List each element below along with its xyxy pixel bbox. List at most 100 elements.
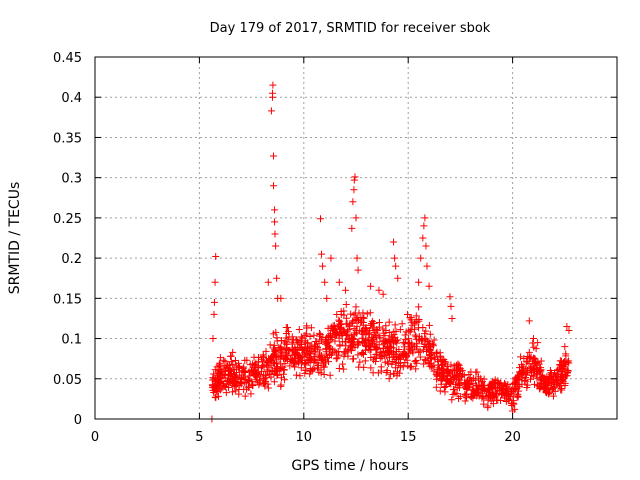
data-point	[372, 358, 380, 366]
data-point	[430, 336, 438, 344]
data-point	[550, 392, 558, 400]
data-point	[470, 391, 478, 399]
data-point	[352, 214, 360, 222]
data-point	[272, 242, 280, 250]
data-point	[557, 377, 565, 385]
data-point	[282, 338, 290, 346]
data-point	[478, 378, 486, 386]
data-point	[425, 321, 433, 329]
data-point	[553, 372, 561, 380]
data-point	[467, 392, 475, 400]
y-tick-label: 0.2	[61, 252, 82, 267]
data-point	[271, 230, 279, 238]
data-point	[537, 357, 545, 365]
data-point	[306, 332, 314, 340]
data-point	[347, 310, 355, 318]
data-point	[225, 367, 233, 375]
data-point	[547, 369, 555, 377]
x-axis-label: GPS time / hours	[291, 458, 408, 474]
data-point	[324, 324, 332, 332]
data-point	[377, 348, 385, 356]
data-point	[266, 341, 274, 349]
data-point	[221, 357, 229, 365]
data-point	[422, 327, 430, 335]
data-point	[210, 298, 218, 306]
data-point	[530, 343, 538, 351]
data-point	[461, 397, 469, 405]
data-point	[291, 351, 299, 359]
data-point	[391, 321, 399, 329]
data-point	[264, 368, 272, 376]
data-point	[429, 342, 437, 350]
x-tick-label: 20	[504, 430, 521, 445]
data-point	[364, 336, 372, 344]
data-point	[270, 152, 278, 160]
data-point	[500, 392, 508, 400]
data-point	[561, 361, 569, 369]
data-point	[348, 224, 356, 232]
data-point	[231, 372, 239, 380]
y-tick-label: 0.45	[53, 51, 82, 66]
data-point	[530, 380, 538, 388]
data-point	[394, 274, 402, 282]
data-point	[340, 365, 348, 373]
data-point	[485, 392, 493, 400]
data-point	[358, 349, 366, 357]
data-point	[439, 373, 447, 381]
data-point	[362, 342, 370, 350]
data-point	[489, 377, 497, 385]
data-point	[280, 376, 288, 384]
data-point	[433, 371, 441, 379]
data-point	[242, 378, 250, 386]
data-point	[475, 376, 483, 384]
data-point	[212, 253, 220, 261]
data-point	[335, 278, 343, 286]
data-point	[461, 390, 469, 398]
data-point	[415, 278, 423, 286]
data-point	[530, 354, 538, 362]
data-point	[257, 367, 265, 375]
data-point	[281, 360, 289, 368]
data-point	[302, 330, 310, 338]
data-point	[226, 367, 234, 375]
data-point	[223, 377, 231, 385]
data-point	[447, 361, 455, 369]
data-point	[367, 282, 375, 290]
data-point	[541, 385, 549, 393]
data-point	[303, 322, 311, 330]
data-point	[463, 386, 471, 394]
data-point	[562, 352, 570, 360]
data-point	[361, 357, 369, 365]
data-point	[336, 329, 344, 337]
data-point	[370, 326, 378, 334]
plot-frame	[94, 56, 618, 420]
data-point	[529, 335, 537, 343]
data-point	[303, 351, 311, 359]
data-point	[436, 349, 444, 357]
data-point	[243, 356, 251, 364]
data-point	[442, 382, 450, 390]
data-point	[407, 362, 415, 370]
data-point	[273, 334, 281, 342]
data-point	[473, 385, 481, 393]
data-point	[384, 360, 392, 368]
data-point	[280, 354, 288, 362]
data-point	[398, 320, 406, 328]
data-point	[420, 222, 428, 230]
data-point	[351, 173, 359, 181]
data-point	[432, 383, 440, 391]
data-point	[415, 348, 423, 356]
data-point	[319, 262, 327, 270]
data-point	[458, 367, 466, 375]
data-point	[373, 345, 381, 353]
data-point	[521, 373, 529, 381]
data-point	[343, 330, 351, 338]
data-point	[218, 374, 226, 382]
data-point	[488, 391, 496, 399]
data-point	[303, 339, 311, 347]
data-point	[421, 214, 429, 222]
data-point	[290, 359, 298, 367]
data-point	[359, 309, 367, 317]
data-point	[354, 266, 362, 274]
